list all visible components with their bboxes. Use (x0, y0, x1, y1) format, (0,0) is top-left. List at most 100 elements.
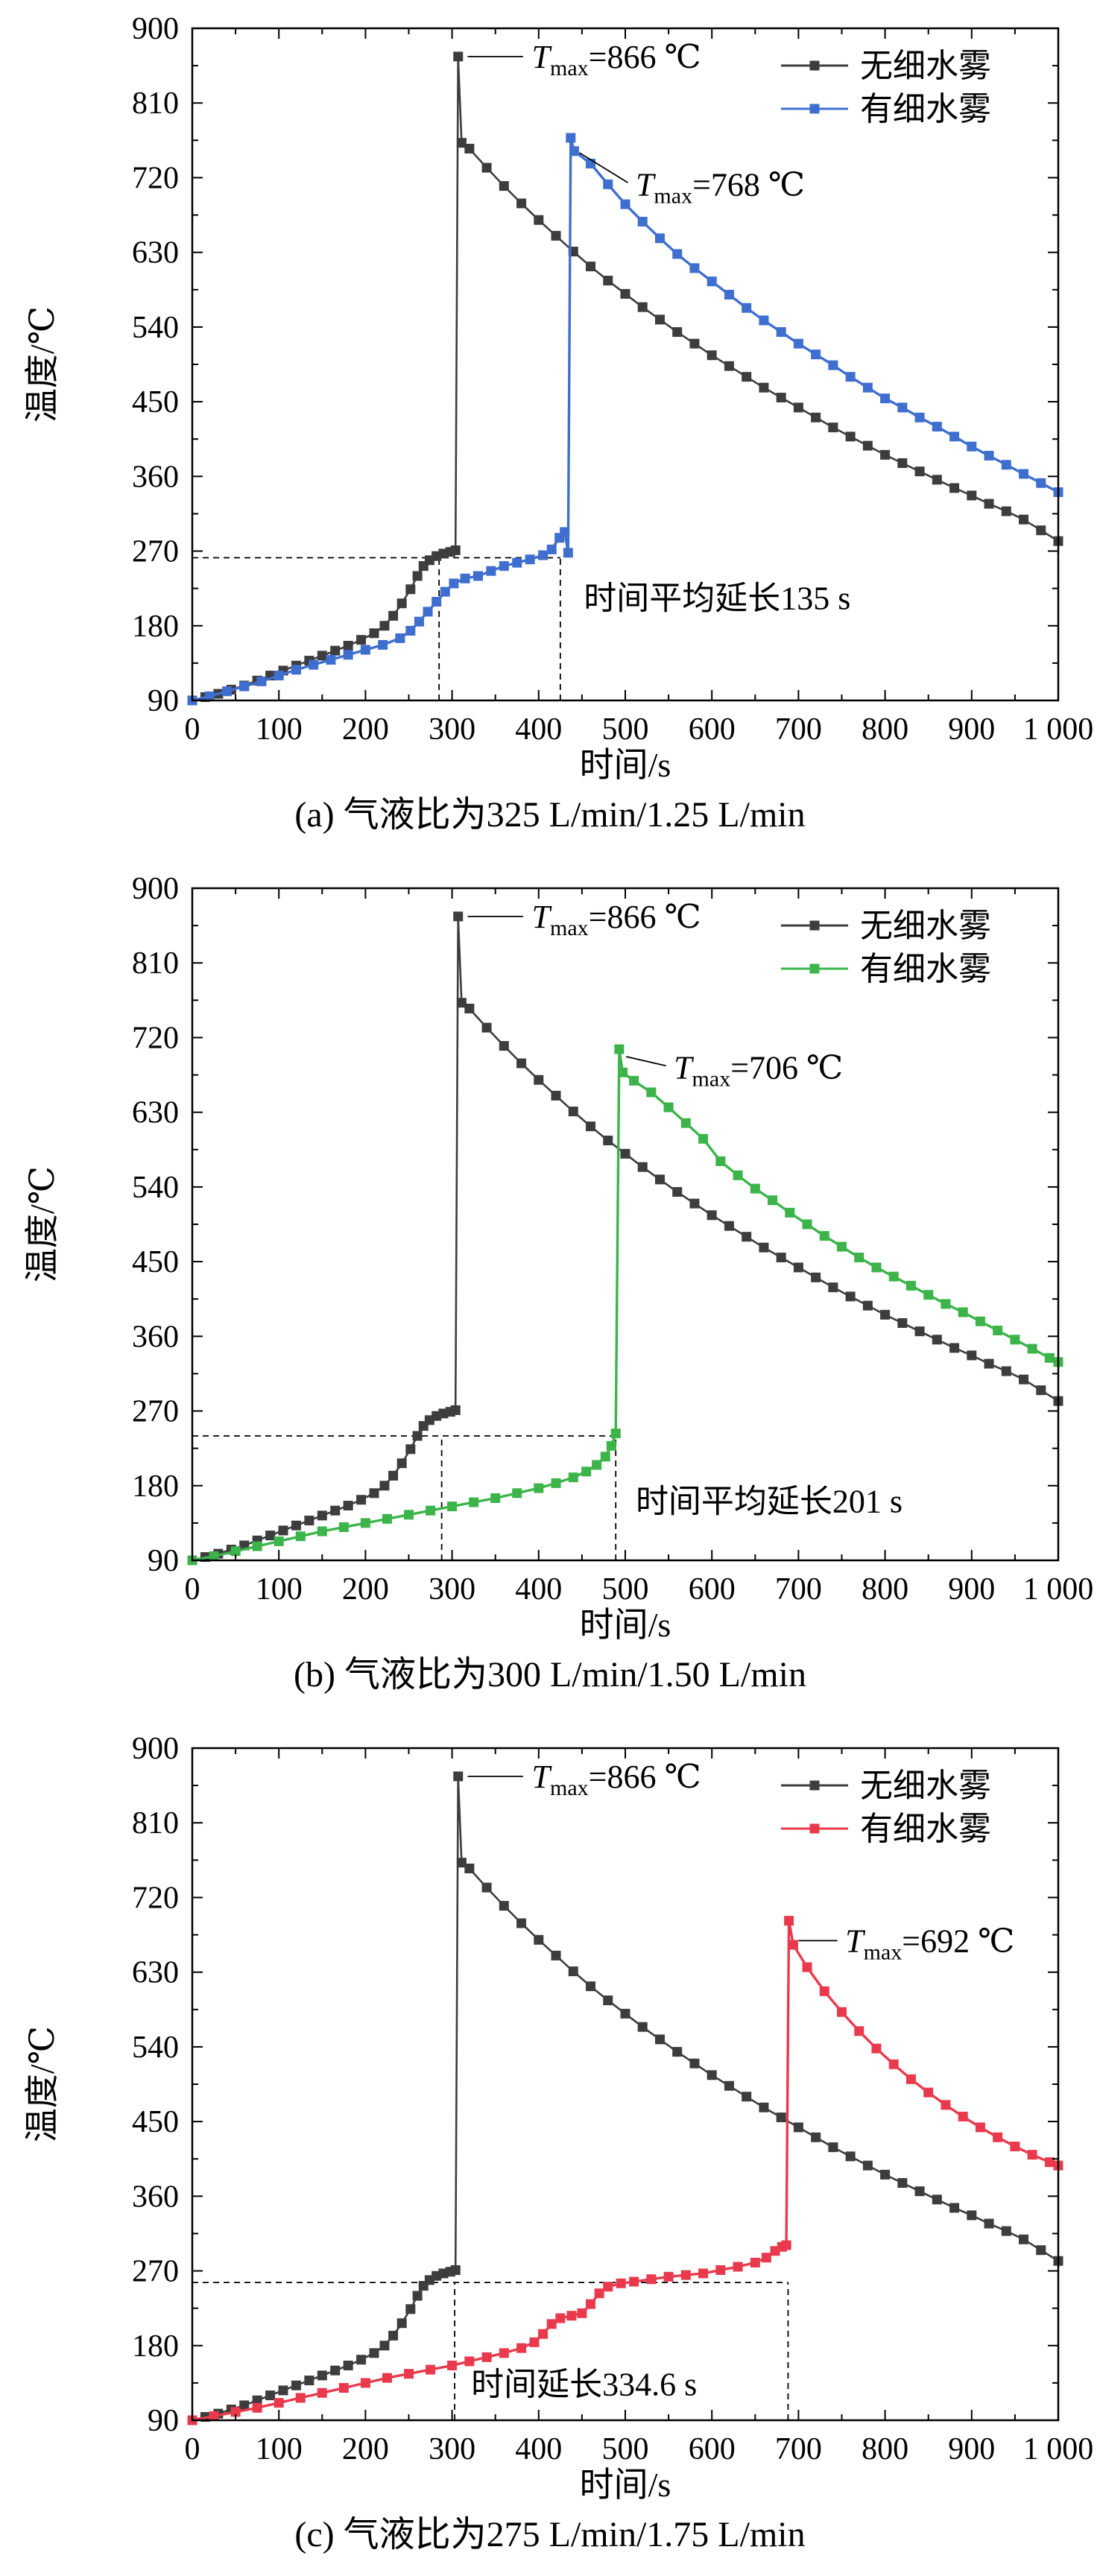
series-no-mist (187, 1771, 1063, 2425)
x-tick-label: 400 (515, 2432, 562, 2466)
chart-a-caption: (a) 气液比为325 L/min/1.25 L/min (294, 795, 806, 835)
chart-c-caption: (c) 气液比为275 L/min/1.75 L/min (294, 2515, 806, 2554)
chart-b-plot: 0 100 200 300 400 500 600 700 800 900 1 000 90 180 27… (23, 872, 1093, 1644)
tmax-annotation: Tmax=768 ℃ (636, 166, 805, 208)
tmax-annotation: Tmax=692 ℃ (845, 1922, 1014, 1964)
y-tick-label: 630 (132, 1096, 179, 1130)
y-tick-label: 270 (132, 535, 179, 569)
x-tick-label: 500 (602, 1572, 649, 1607)
x-tick-label: 400 (515, 1572, 562, 1607)
x-tick-label: 300 (429, 1572, 475, 1607)
x-tick-label: 300 (429, 2432, 475, 2466)
chart-a-plot: 0 100 200 300 400 500 600 700 800 900 1 000 90 180 27… (23, 12, 1093, 784)
y-tick-label: 450 (132, 1245, 179, 1279)
legend-label-no-mist: 无细水雾 (860, 908, 991, 944)
y-tick-label: 180 (132, 610, 179, 644)
series-with-mist (187, 1044, 1063, 1566)
delay-annotation: 时间延长334.6 s (471, 2367, 697, 2403)
x-tick-label: 500 (602, 2432, 649, 2466)
y-tick-label: 630 (132, 236, 179, 270)
delay-annotation: 时间平均延长201 s (636, 1483, 903, 1519)
x-tick-label: 100 (256, 1572, 303, 1607)
dashed-guides (192, 1435, 617, 1560)
y-tick-label: 810 (132, 1806, 179, 1841)
y-tick-label: 360 (132, 2180, 179, 2214)
y-tick-label: 900 (132, 1732, 179, 1766)
y-tick-label: 720 (132, 1881, 179, 1915)
y-tick-label: 540 (132, 1171, 179, 1205)
x-tick-label: 200 (342, 1572, 389, 1607)
y-tick-label: 630 (132, 1956, 179, 1990)
x-tick-label: 700 (775, 1572, 822, 1607)
chart-c-plot: 0 100 200 300 400 500 600 700 800 900 1 000 90 180 27… (23, 1732, 1093, 2504)
x-tick-label: 800 (862, 1572, 908, 1607)
chart-panel-c: 0 100 200 300 400 500 600 700 800 900 1 000 90 180 27… (0, 1727, 1100, 2557)
y-tick-label: 270 (132, 1395, 179, 1429)
legend-label-no-mist: 无细水雾 (860, 48, 991, 84)
y-tick-label: 540 (132, 311, 179, 345)
chart-panel-a: 0 100 200 300 400 500 600 700 800 900 1 000 90 180 27… (0, 7, 1100, 838)
y-tick-label: 810 (132, 86, 179, 121)
y-tick-label: 360 (132, 460, 179, 494)
x-axis-label: 时间/s (580, 1606, 671, 1644)
y-tick-label: 270 (132, 2255, 179, 2289)
legend-label-with-mist: 有细水雾 (860, 1811, 991, 1847)
x-tick-label: 0 (185, 1572, 200, 1607)
tmax-annotation: Tmax=866 ℃ (532, 39, 701, 80)
y-tick-label: 810 (132, 946, 179, 981)
axes: 0 100 200 300 400 500 600 700 800 900 1 000 90 180 27… (23, 12, 1093, 784)
axes: 0 100 200 300 400 500 600 700 800 900 1 000 90 180 27… (23, 872, 1093, 1644)
x-tick-label: 200 (342, 2432, 389, 2466)
x-tick-label: 1 000 (1023, 712, 1094, 747)
series-with-mist (187, 1916, 1063, 2425)
x-axis-label: 时间/s (580, 746, 671, 784)
x-tick-label: 1 000 (1023, 1572, 1094, 1607)
x-tick-label: 800 (862, 2432, 908, 2466)
x-tick-label: 600 (689, 712, 736, 747)
x-tick-label: 200 (342, 712, 389, 747)
y-tick-label: 900 (132, 12, 179, 46)
annotations: Tmax=866 ℃ Tmax=692 ℃ 时间延长334.6 s (467, 1759, 1014, 2403)
series-with-mist (187, 133, 1063, 706)
chart-b-caption: (b) 气液比为300 L/min/1.50 L/min (294, 1655, 806, 1694)
y-tick-label: 360 (132, 1320, 179, 1354)
y-axis-label: 温度/℃ (23, 306, 61, 423)
x-axis-label: 时间/s (580, 2466, 671, 2504)
chart-panel-b: 0 100 200 300 400 500 600 700 800 900 1 000 90 180 27… (0, 867, 1100, 1697)
axes: 0 100 200 300 400 500 600 700 800 900 1 000 90 180 27… (23, 1732, 1093, 2504)
annotations: Tmax=866 ℃ Tmax=706 ℃ 时间平均延长201 s (467, 899, 903, 1519)
x-tick-label: 700 (775, 2432, 822, 2466)
x-tick-label: 600 (689, 2432, 736, 2466)
x-tick-label: 500 (602, 712, 649, 747)
y-axis-label: 温度/℃ (23, 2026, 61, 2142)
y-tick-label: 180 (132, 2329, 179, 2364)
series-no-mist (187, 911, 1063, 1566)
x-tick-label: 900 (948, 2432, 995, 2466)
tmax-annotation: Tmax=706 ℃ (674, 1050, 843, 1092)
y-tick-label: 900 (132, 872, 179, 906)
x-tick-label: 100 (256, 2432, 303, 2466)
y-tick-label: 450 (132, 2105, 179, 2139)
y-tick-label: 90 (148, 684, 179, 718)
x-tick-label: 0 (185, 2432, 200, 2466)
y-tick-label: 90 (148, 2404, 179, 2438)
x-tick-label: 1 000 (1023, 2432, 1094, 2466)
tmax-annotation: Tmax=866 ℃ (532, 899, 701, 940)
x-tick-label: 0 (185, 712, 200, 747)
y-tick-label: 180 (132, 1469, 179, 1504)
x-tick-label: 900 (948, 712, 995, 747)
annotations: Tmax=866 ℃ Tmax=768 ℃ 时间平均延长135 s (467, 39, 850, 617)
x-tick-label: 600 (689, 1572, 736, 1607)
dashed-guides (192, 2282, 789, 2420)
x-tick-label: 400 (515, 712, 562, 747)
x-tick-label: 700 (775, 712, 822, 747)
y-tick-label: 720 (132, 161, 179, 195)
tmax-annotation: Tmax=866 ℃ (532, 1759, 701, 1800)
legend-label-with-mist: 有细水雾 (860, 91, 991, 127)
y-tick-label: 450 (132, 385, 179, 420)
x-tick-label: 300 (429, 712, 475, 747)
